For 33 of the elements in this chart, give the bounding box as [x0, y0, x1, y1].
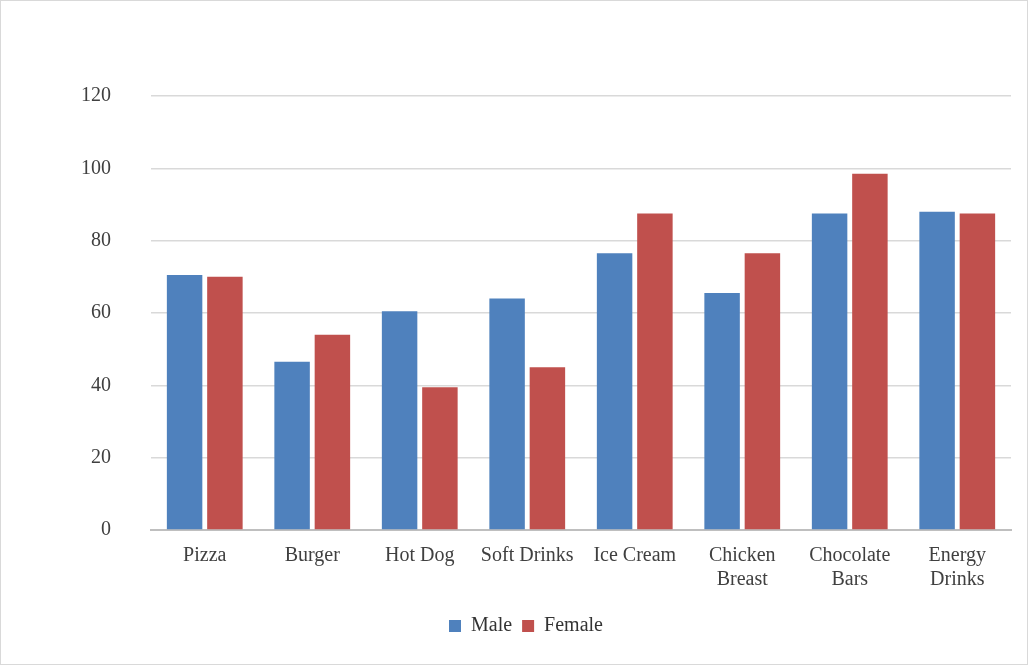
bar [704, 293, 740, 530]
y-tick-label: 0 [101, 517, 111, 540]
bar [596, 253, 633, 530]
x-tick-label: Energy Drinks [928, 543, 986, 590]
y-tick-label: 100 [81, 155, 111, 178]
x-tick-label: Ice Cream [593, 543, 677, 566]
bar [529, 367, 566, 530]
legend-label: Male [471, 613, 513, 636]
bar [744, 253, 781, 530]
bar [959, 213, 996, 530]
y-tick-label: 60 [91, 300, 111, 323]
bar [314, 334, 351, 530]
bar [381, 311, 418, 530]
y-tick-label: 120 [81, 83, 111, 106]
x-tick-label: Burger [284, 543, 341, 567]
bar [274, 361, 310, 530]
x-tick-label: Chicken Breast [708, 543, 776, 590]
x-tick-label: Hot Dog [385, 543, 455, 567]
x-tick-label: Pizza [183, 543, 227, 566]
x-tick-label: Soft Drinks [480, 543, 574, 566]
bar [166, 275, 203, 530]
legend-label: Female [544, 613, 604, 636]
y-tick-label: 40 [91, 372, 111, 395]
bar [852, 173, 888, 530]
bar [811, 213, 848, 530]
bar [422, 387, 458, 530]
bar [489, 298, 525, 530]
bar [207, 276, 243, 530]
bar [919, 211, 955, 530]
y-tick-label: 20 [91, 444, 111, 467]
x-tick-label: Chocolate Bars [809, 543, 891, 590]
bar [637, 213, 673, 530]
y-tick-label: 80 [91, 227, 111, 250]
